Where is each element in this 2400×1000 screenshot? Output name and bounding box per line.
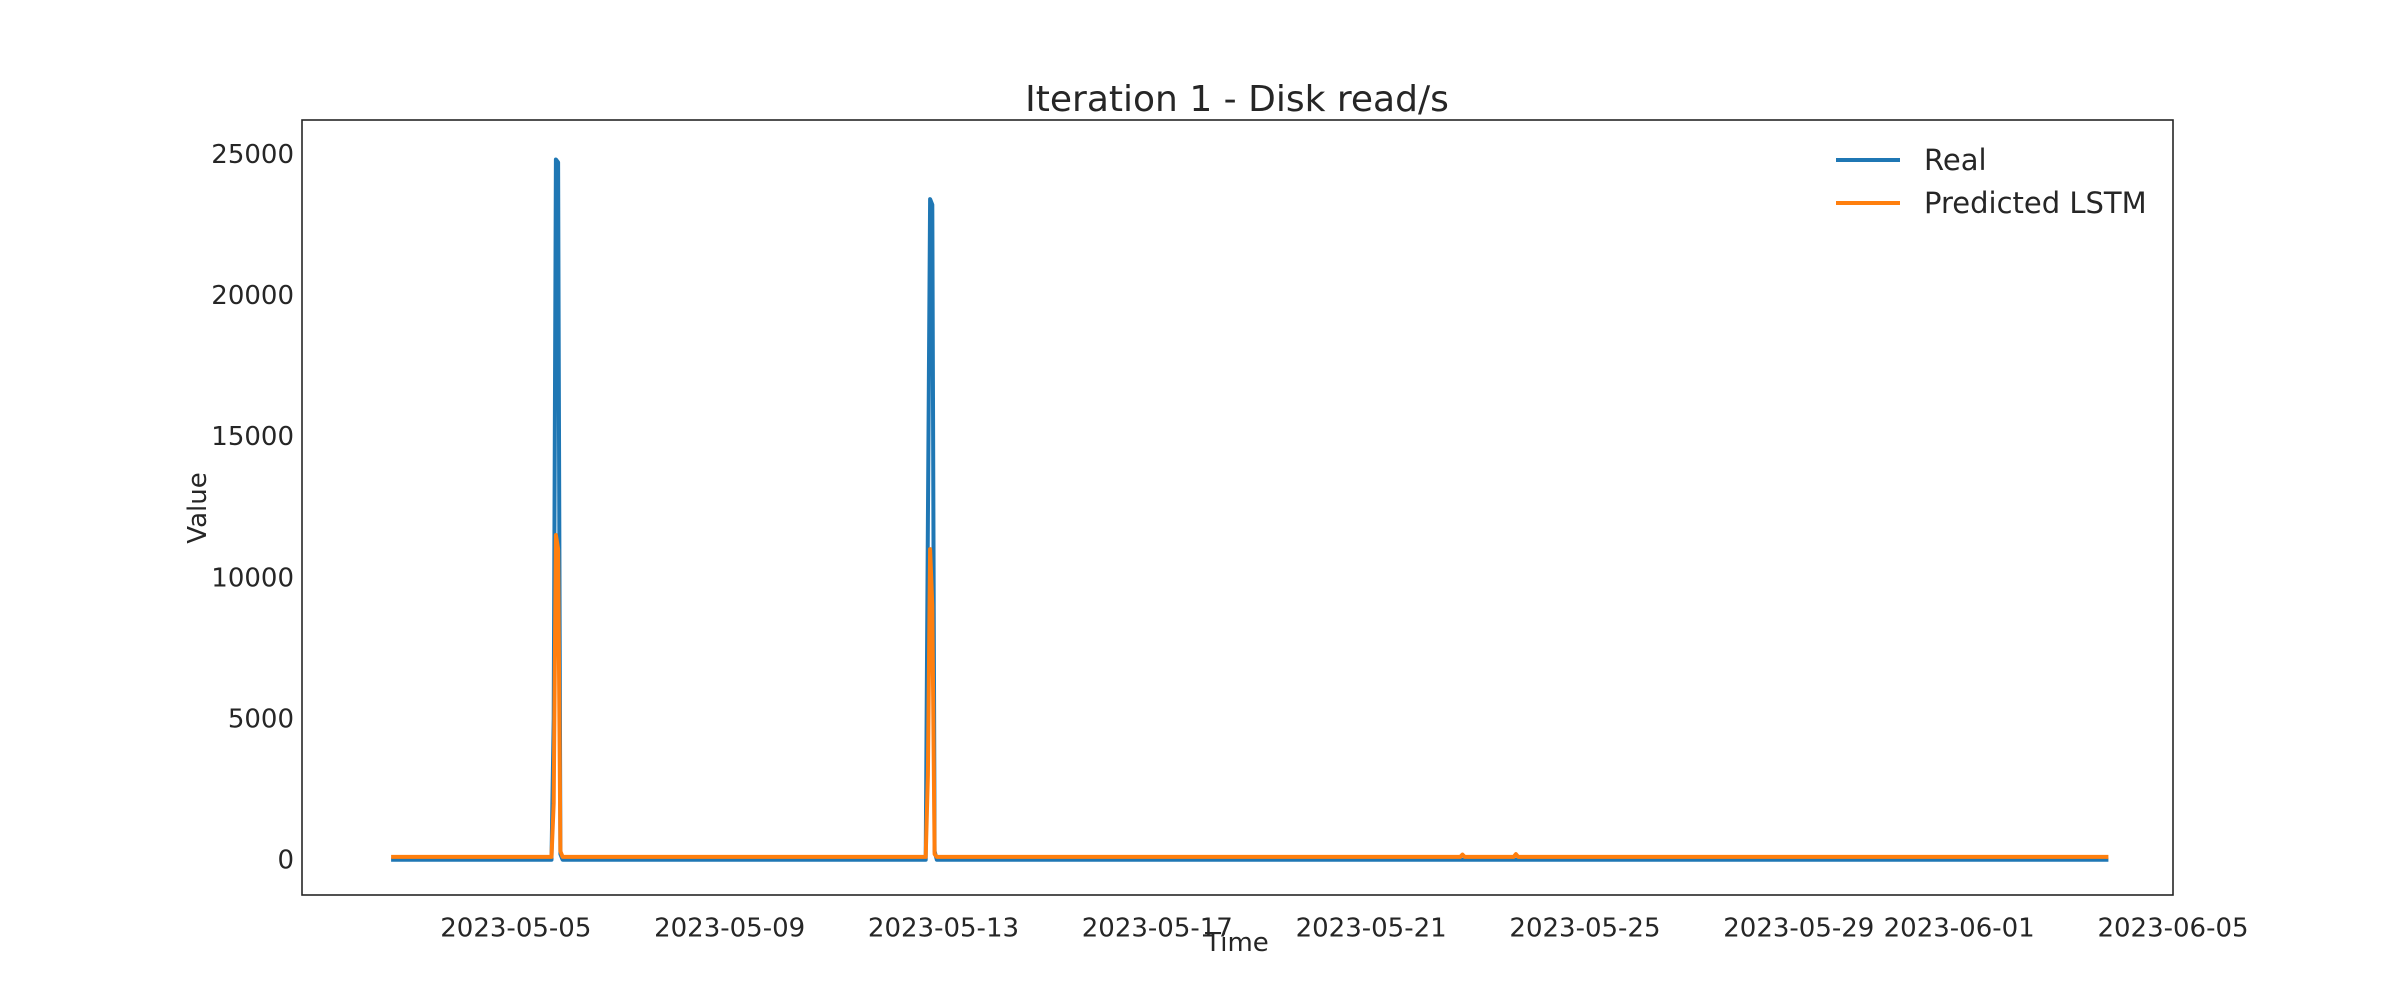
y-axis-label: Value bbox=[183, 472, 213, 543]
y-tick-label: 0 bbox=[277, 846, 294, 876]
legend-label-real: Real bbox=[1924, 143, 1987, 177]
plot-area bbox=[301, 119, 2174, 896]
x-axis-ticks: 2023-05-05 2023-05-09 2023-05-13 2023-05-17… bbox=[440, 913, 2248, 943]
x-tick-label: 2023-06-01 bbox=[1884, 913, 2035, 943]
y-tick-label: 5000 bbox=[228, 705, 294, 735]
x-tick-label: 2023-05-29 bbox=[1723, 913, 1874, 943]
legend: Real Predicted LSTM bbox=[1836, 143, 2147, 220]
x-tick-label: 2023-05-17 bbox=[1082, 913, 1233, 943]
y-tick-label: 15000 bbox=[211, 422, 294, 452]
x-tick-label: 2023-05-25 bbox=[1509, 913, 1660, 943]
y-axis-ticks: 0 5000 10000 15000 20000 25000 bbox=[211, 140, 294, 876]
y-tick-label: 20000 bbox=[211, 281, 294, 311]
x-tick-label: 2023-05-05 bbox=[440, 913, 591, 943]
series-line-predicted-lstm bbox=[391, 533, 2109, 859]
series-layer bbox=[391, 157, 2109, 862]
x-tick-label: 2023-06-05 bbox=[2097, 913, 2248, 943]
y-tick-label: 10000 bbox=[211, 563, 294, 593]
legend-label-predicted-lstm: Predicted LSTM bbox=[1924, 186, 2147, 220]
x-tick-label: 2023-05-21 bbox=[1296, 913, 1447, 943]
series-line-real bbox=[391, 157, 2109, 862]
x-axis-label: Time bbox=[1204, 928, 1269, 958]
x-tick-label: 2023-05-13 bbox=[868, 913, 1019, 943]
x-tick-label: 2023-05-09 bbox=[654, 913, 805, 943]
chart-title: Iteration 1 - Disk read/s bbox=[1025, 79, 1449, 120]
y-tick-label: 25000 bbox=[211, 140, 294, 170]
